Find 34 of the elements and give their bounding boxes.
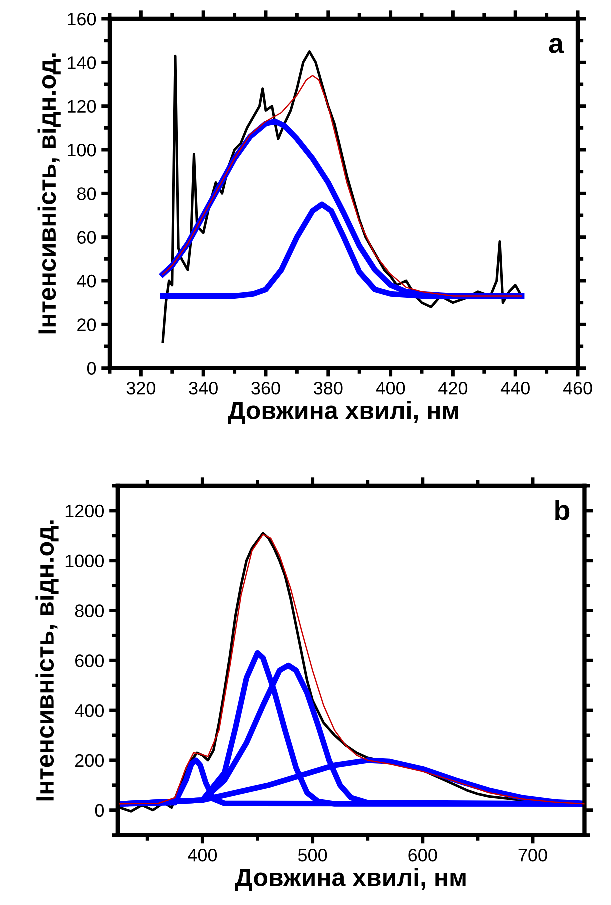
annotation: b (556, 500, 570, 520)
y-tick-label: 160 (68, 12, 96, 26)
x-tick-label: 320 (126, 382, 156, 395)
x-tick-label: 600 (408, 848, 438, 862)
x-tick-label: 340 (189, 382, 218, 395)
y-tick-label: 40 (77, 274, 96, 288)
x-tick-label: 420 (438, 382, 468, 395)
x-tick-label: 500 (298, 848, 328, 862)
y-tick-label: 200 (76, 754, 104, 768)
y-tick-label: 140 (68, 56, 96, 70)
y-tick-label: 600 (76, 654, 104, 668)
y-tick-label: 20 (78, 318, 96, 332)
x-tick-label: 380 (314, 382, 343, 395)
y-axis-title: Інтенсивність, відн.од. (36, 520, 59, 801)
x-tick-label: 400 (188, 848, 218, 862)
y-tick-label: 800 (75, 604, 104, 618)
x-tick-label: 400 (376, 382, 406, 395)
x-tick-label: 360 (252, 382, 280, 395)
y-tick-label: 1200 (66, 504, 104, 518)
y-tick-label: 0 (87, 362, 96, 376)
x-axis-title: Довжина хвилі, нм (228, 401, 458, 424)
y-tick-label: 120 (68, 100, 96, 114)
y-tick-label: 1000 (66, 554, 104, 568)
x-tick-label: 700 (518, 848, 548, 862)
x-tick-label: 440 (500, 382, 530, 395)
y-tick-label: 400 (75, 704, 104, 718)
x-tick-label: 460 (563, 382, 592, 395)
y-tick-label: 60 (78, 231, 96, 244)
x-axis-title: Довжина хвилі, нм (235, 868, 466, 892)
y-axis-title: Інтенсивність, відн.од. (38, 54, 61, 334)
y-tick-label: 100 (68, 144, 96, 157)
annotation: a (549, 38, 564, 54)
y-tick-label: 80 (77, 188, 96, 200)
y-tick-label: 0 (95, 804, 104, 818)
